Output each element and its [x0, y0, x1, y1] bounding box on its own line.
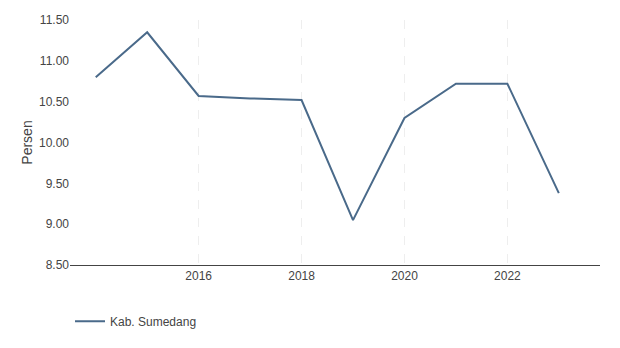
- svg-text:9.00: 9.00: [46, 217, 70, 231]
- svg-text:10.00: 10.00: [39, 136, 69, 150]
- svg-text:11.00: 11.00: [40, 54, 69, 68]
- svg-text:Kab. Sumedang: Kab. Sumedang: [110, 315, 196, 329]
- svg-text:Persen: Persen: [19, 120, 35, 164]
- svg-text:10.50: 10.50: [39, 95, 69, 109]
- svg-text:2018: 2018: [288, 269, 315, 283]
- svg-text:2016: 2016: [185, 269, 212, 283]
- svg-text:11.50: 11.50: [40, 13, 69, 27]
- svg-text:2022: 2022: [494, 269, 521, 283]
- svg-text:9.50: 9.50: [46, 177, 70, 191]
- svg-text:2020: 2020: [391, 269, 418, 283]
- svg-text:8.50: 8.50: [46, 258, 70, 272]
